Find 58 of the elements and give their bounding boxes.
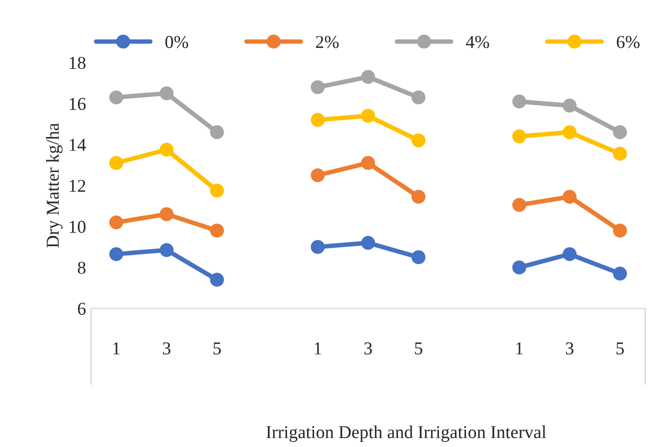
point	[412, 250, 426, 264]
point	[210, 125, 224, 140]
point	[562, 247, 577, 262]
x-tick-label: 1	[516, 342, 523, 354]
point	[310, 240, 325, 254]
point	[160, 86, 174, 100]
y-axis-title: Dry Matter kg/ha	[46, 123, 63, 248]
point	[613, 266, 627, 281]
point	[361, 108, 376, 123]
point	[412, 90, 426, 104]
y-tick-label: 10	[70, 220, 86, 233]
x-tick-label: 1	[314, 342, 322, 354]
point	[562, 98, 577, 113]
point	[160, 142, 174, 157]
point	[512, 260, 526, 274]
point	[361, 236, 376, 250]
point	[310, 168, 325, 182]
point	[210, 224, 224, 238]
x-axis-title: Irrigation Depth and Irrigation Interval	[266, 426, 546, 442]
point	[613, 125, 627, 140]
legend-label: 2%	[316, 36, 339, 48]
x-tick-label: 5	[415, 342, 422, 354]
y-tick-label: 18	[70, 56, 86, 70]
point	[412, 133, 426, 148]
point	[109, 247, 124, 262]
x-tick-label: 3	[566, 342, 574, 354]
point	[613, 224, 627, 238]
legend-label: 6%	[616, 36, 640, 48]
point	[361, 156, 376, 170]
point	[109, 215, 124, 230]
point	[109, 156, 124, 170]
x-tick-label: 3	[162, 342, 170, 354]
point	[310, 113, 325, 127]
y-tick-label: 6	[78, 302, 86, 315]
y-tick-label: 16	[70, 98, 86, 110]
point	[613, 146, 627, 161]
x-tick-label: 5	[214, 342, 221, 354]
point	[562, 125, 577, 140]
point	[512, 198, 526, 212]
x-tick-label: 1	[113, 342, 120, 354]
y-tick-label: 12	[70, 180, 86, 192]
point	[210, 184, 224, 198]
point	[109, 90, 124, 104]
x-tick-label: 5	[616, 342, 624, 354]
point	[412, 190, 426, 204]
x-tick-label: 3	[364, 342, 372, 354]
point	[562, 190, 577, 204]
point	[512, 94, 526, 108]
point	[310, 80, 325, 94]
point	[361, 70, 376, 84]
point	[160, 243, 174, 257]
y-tick-label: 8	[78, 262, 86, 274]
point	[512, 129, 526, 144]
legend-label: 4%	[466, 36, 490, 48]
y-tick-label: 14	[70, 138, 86, 151]
point	[210, 272, 224, 287]
legend-label: 0%	[165, 36, 188, 48]
point	[160, 207, 174, 222]
